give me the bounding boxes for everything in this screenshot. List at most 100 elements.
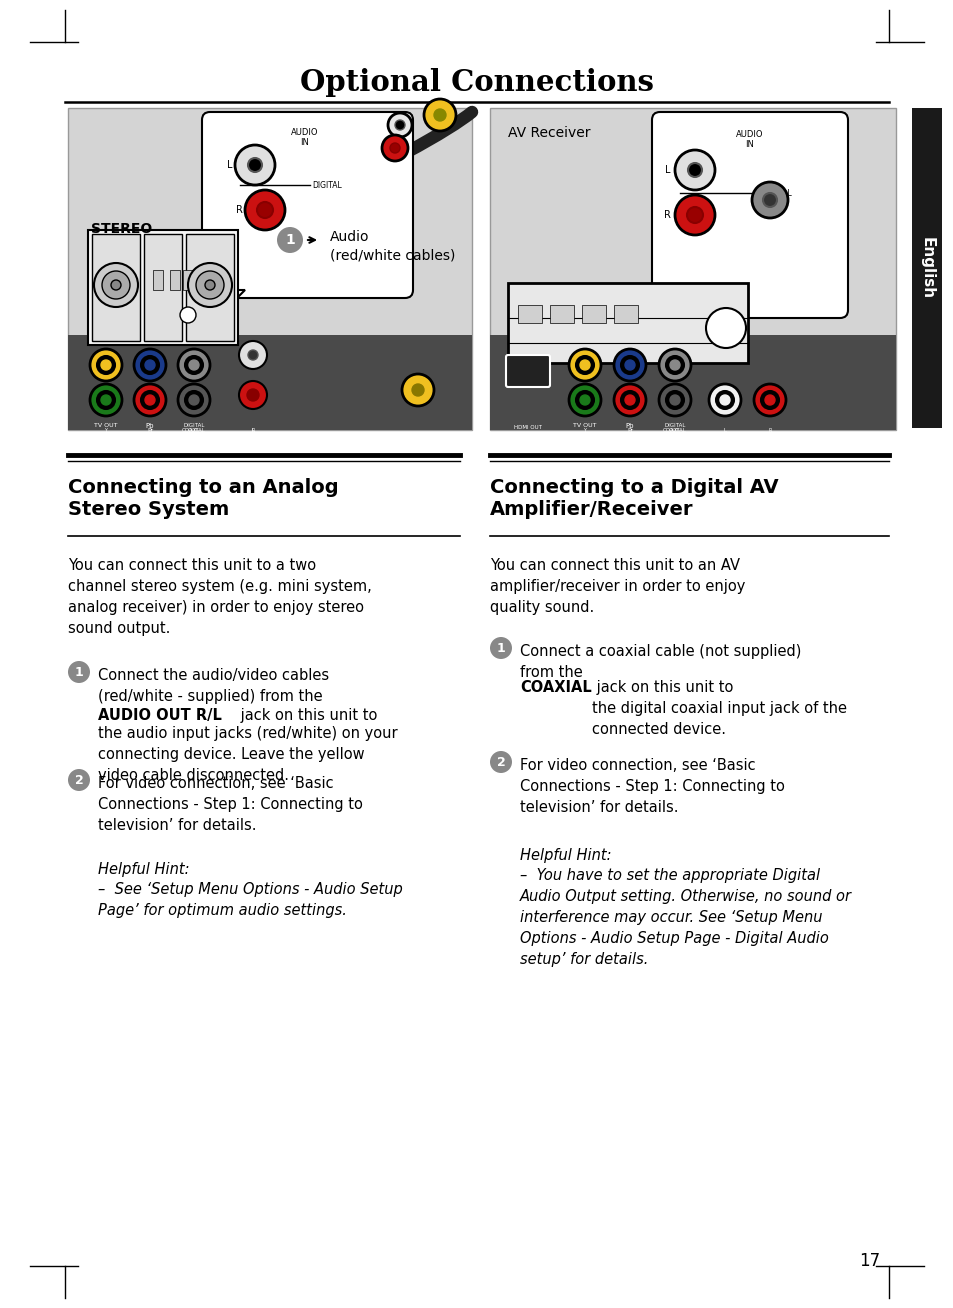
Circle shape xyxy=(675,150,714,190)
Text: HDMI OUT: HDMI OUT xyxy=(514,425,541,430)
Circle shape xyxy=(141,356,159,374)
Circle shape xyxy=(665,391,683,409)
Bar xyxy=(91,234,140,341)
Bar xyxy=(186,234,233,341)
Text: AUDIO OUT R/L: AUDIO OUT R/L xyxy=(98,708,222,723)
Text: L: L xyxy=(227,160,233,170)
Circle shape xyxy=(180,307,195,323)
Circle shape xyxy=(90,349,122,381)
Circle shape xyxy=(579,360,589,370)
Text: R: R xyxy=(236,205,243,215)
Text: TV OUT: TV OUT xyxy=(573,422,597,428)
Text: R: R xyxy=(663,211,670,220)
Text: For video connection, see ‘Basic
Connections - Step 1: Connecting to
television’: For video connection, see ‘Basic Connect… xyxy=(519,759,784,815)
Text: Y
COMPONENT VIDEO OUT: Y COMPONENT VIDEO OUT xyxy=(555,428,615,438)
Circle shape xyxy=(145,360,154,370)
Text: Audio
(red/white cables): Audio (red/white cables) xyxy=(330,230,455,263)
Circle shape xyxy=(239,381,267,409)
Text: STEREO: STEREO xyxy=(91,222,152,235)
Bar xyxy=(581,305,605,323)
Text: 2: 2 xyxy=(497,756,505,769)
Circle shape xyxy=(205,280,214,290)
Circle shape xyxy=(395,120,405,129)
Text: Connecting to a Digital AV: Connecting to a Digital AV xyxy=(490,477,778,497)
Circle shape xyxy=(178,385,210,416)
Circle shape xyxy=(189,395,199,405)
Circle shape xyxy=(68,661,90,683)
Polygon shape xyxy=(664,310,695,340)
Circle shape xyxy=(753,385,785,416)
Circle shape xyxy=(245,190,285,230)
Text: –  See ‘Setup Menu Options - Audio Setup
Page’ for optimum audio settings.: – See ‘Setup Menu Options - Audio Setup … xyxy=(98,882,402,918)
Bar xyxy=(88,230,237,345)
Text: Pr: Pr xyxy=(626,428,633,433)
Text: DIGITAL
OUT: DIGITAL OUT xyxy=(183,422,205,433)
Circle shape xyxy=(188,263,232,307)
Circle shape xyxy=(716,391,733,409)
Circle shape xyxy=(178,349,210,381)
Circle shape xyxy=(94,263,138,307)
Bar xyxy=(152,269,163,290)
Circle shape xyxy=(624,395,635,405)
Text: Pr: Pr xyxy=(147,428,152,433)
FancyBboxPatch shape xyxy=(202,112,413,298)
Circle shape xyxy=(102,271,130,300)
Text: COAXIAL: COAXIAL xyxy=(662,428,686,433)
Circle shape xyxy=(624,360,635,370)
Bar xyxy=(490,335,895,430)
Circle shape xyxy=(659,349,690,381)
Circle shape xyxy=(68,769,90,791)
Bar xyxy=(507,283,747,364)
Circle shape xyxy=(686,207,702,222)
Circle shape xyxy=(720,395,729,405)
Circle shape xyxy=(247,388,258,402)
Circle shape xyxy=(576,356,594,374)
Circle shape xyxy=(141,391,159,409)
Circle shape xyxy=(579,395,589,405)
Bar xyxy=(68,335,472,430)
Circle shape xyxy=(101,395,111,405)
Text: AV Receiver: AV Receiver xyxy=(507,126,590,140)
Text: Helpful Hint:: Helpful Hint: xyxy=(519,848,611,863)
Text: Y
COMPONENT VIDEO OUT: Y COMPONENT VIDEO OUT xyxy=(75,428,136,438)
Circle shape xyxy=(620,356,639,374)
Circle shape xyxy=(675,195,714,235)
Circle shape xyxy=(434,109,446,122)
Circle shape xyxy=(669,360,679,370)
Circle shape xyxy=(490,751,512,773)
Circle shape xyxy=(762,194,776,207)
Circle shape xyxy=(388,112,412,137)
Text: L: L xyxy=(252,428,254,433)
Circle shape xyxy=(705,307,745,348)
Circle shape xyxy=(381,135,408,161)
Circle shape xyxy=(248,351,257,360)
Circle shape xyxy=(751,182,787,218)
Polygon shape xyxy=(214,290,245,320)
Text: AUDIO
IN: AUDIO IN xyxy=(736,129,763,149)
Text: Amplifier/Receiver: Amplifier/Receiver xyxy=(490,500,693,519)
Circle shape xyxy=(687,164,701,177)
Circle shape xyxy=(390,143,399,153)
Bar xyxy=(68,109,472,430)
Circle shape xyxy=(133,385,166,416)
Circle shape xyxy=(659,385,690,416)
Circle shape xyxy=(101,360,111,370)
Text: COAXIAL: COAXIAL xyxy=(182,428,206,433)
Text: 1: 1 xyxy=(497,641,505,654)
Circle shape xyxy=(620,391,639,409)
Text: R
AUDIO OUT: R AUDIO OUT xyxy=(756,428,783,438)
Circle shape xyxy=(248,158,262,171)
Text: jack on this unit to
the digital coaxial input jack of the
connected device.: jack on this unit to the digital coaxial… xyxy=(592,680,846,736)
Text: You can connect this unit to a two
channel stereo system (e.g. mini system,
anal: You can connect this unit to a two chann… xyxy=(68,559,372,636)
Bar xyxy=(550,305,574,323)
Text: Connect the audio/video cables
(red/white - supplied) from the: Connect the audio/video cables (red/whit… xyxy=(98,668,329,704)
Text: 17: 17 xyxy=(858,1252,879,1270)
Circle shape xyxy=(614,385,645,416)
Circle shape xyxy=(568,385,600,416)
Circle shape xyxy=(145,395,154,405)
Text: Connecting to an Analog: Connecting to an Analog xyxy=(68,477,338,497)
Text: R
AUDIO OUT: R AUDIO OUT xyxy=(239,428,267,438)
Text: Pb: Pb xyxy=(146,422,154,429)
Circle shape xyxy=(239,341,267,369)
Text: Optional Connections: Optional Connections xyxy=(299,68,654,97)
